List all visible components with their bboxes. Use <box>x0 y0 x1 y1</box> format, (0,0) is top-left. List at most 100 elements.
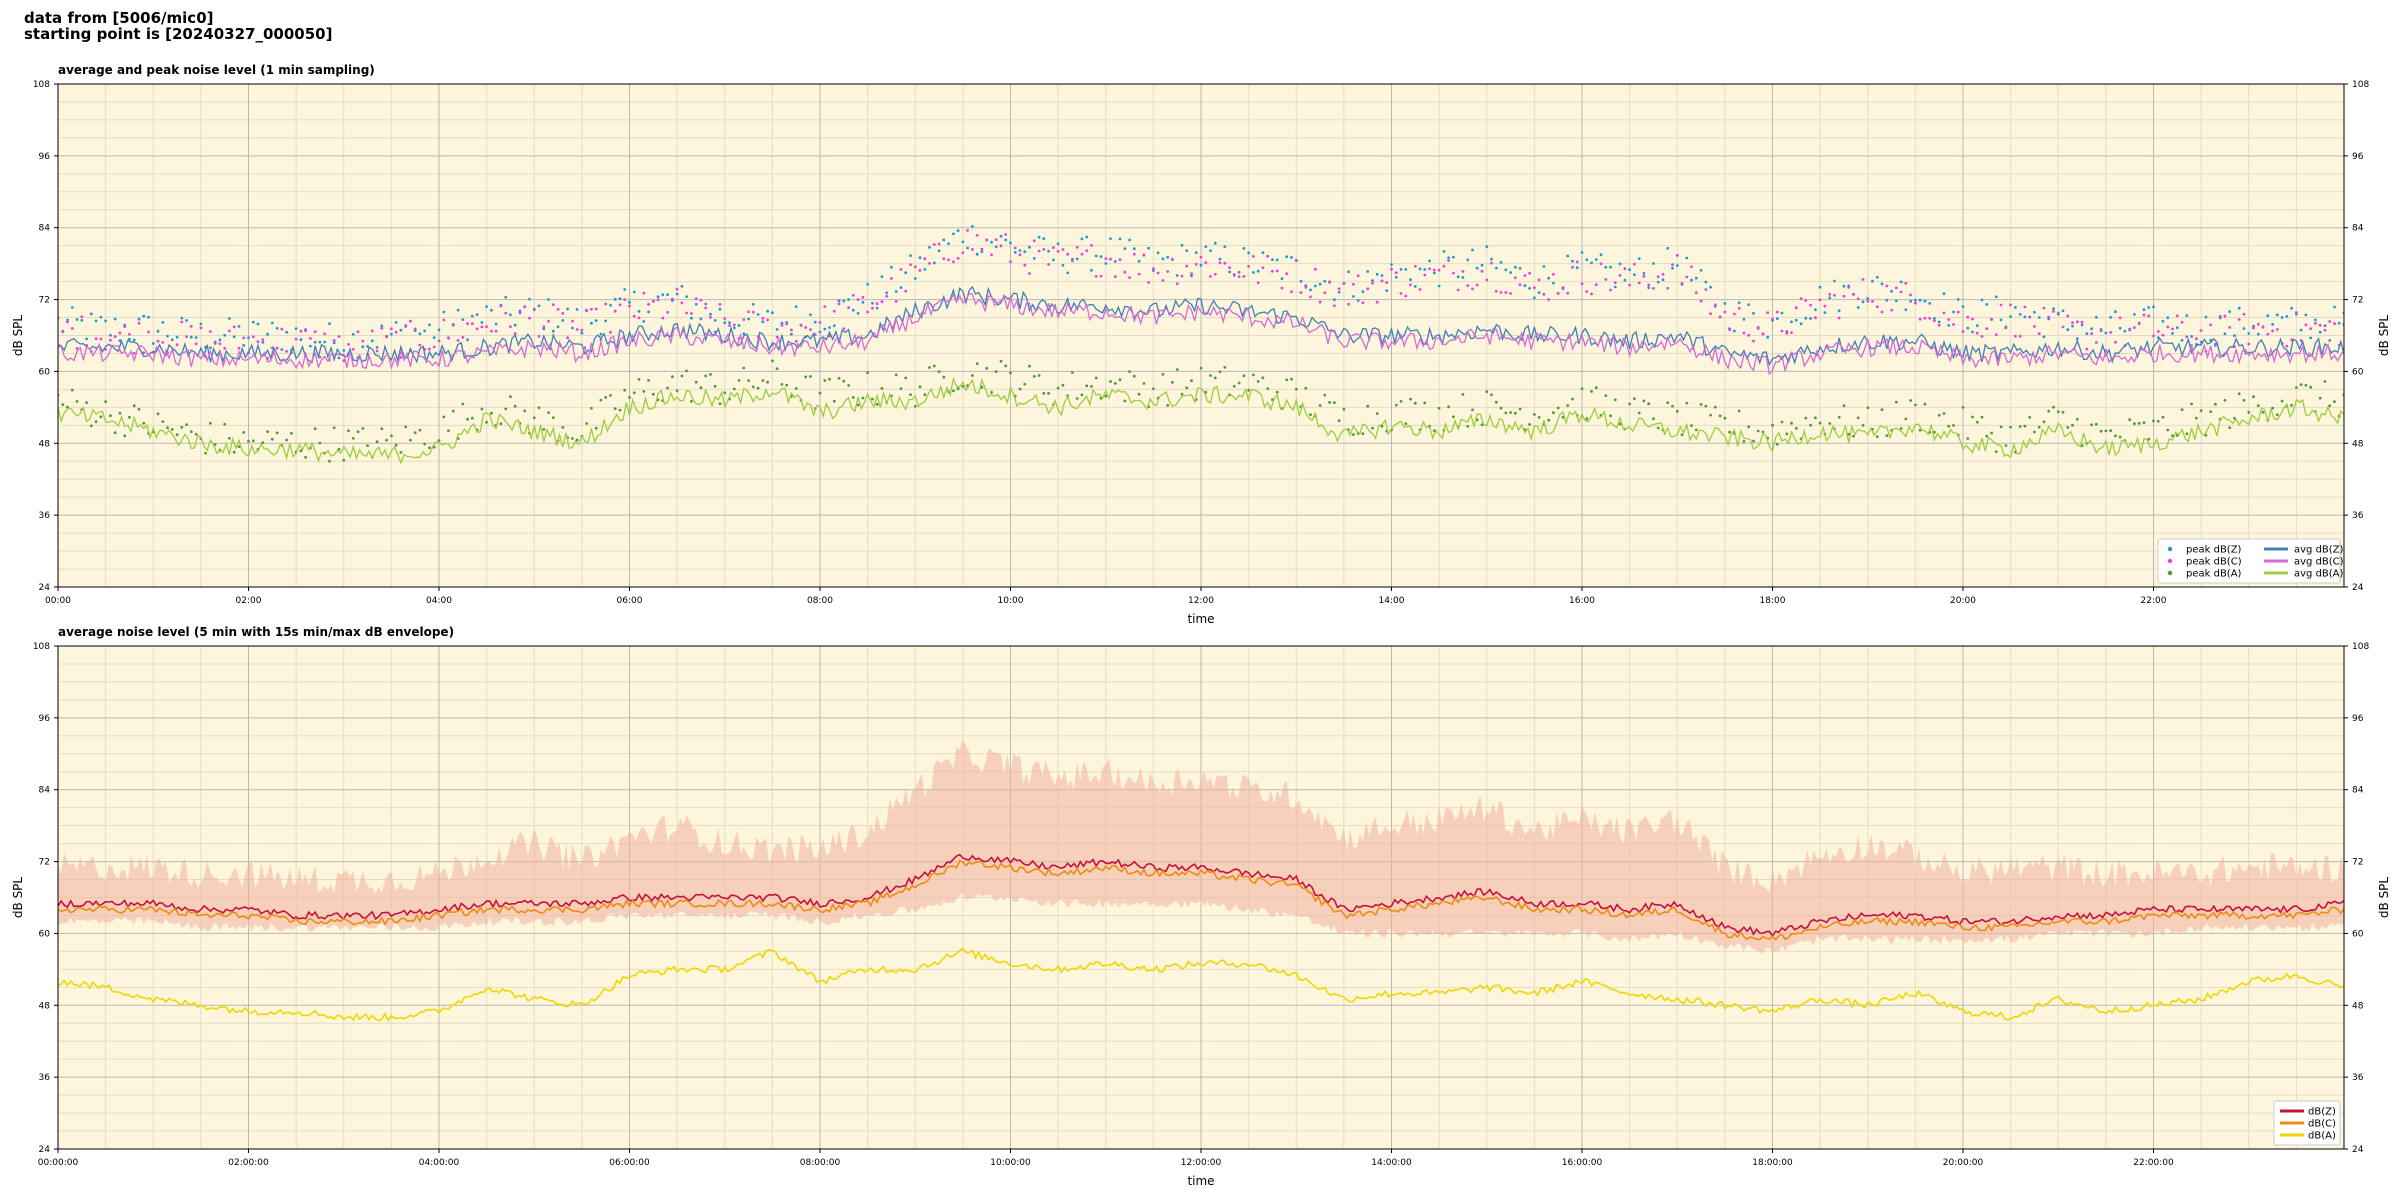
point <box>2314 321 2317 325</box>
point <box>547 319 550 323</box>
point <box>1166 403 1170 407</box>
point <box>2047 315 2051 319</box>
point <box>247 336 250 340</box>
point <box>2237 306 2241 310</box>
point <box>1856 297 1860 301</box>
point <box>1175 274 1179 277</box>
point <box>1004 233 1008 236</box>
point <box>909 263 912 267</box>
point <box>194 336 198 339</box>
point <box>1347 270 1350 274</box>
point <box>437 339 441 343</box>
point <box>1513 276 1517 280</box>
point <box>1671 404 1674 408</box>
point <box>261 341 265 344</box>
point <box>1194 262 1198 266</box>
point <box>1904 308 1908 312</box>
point <box>832 324 836 328</box>
point <box>1647 286 1651 289</box>
point <box>1904 281 1908 285</box>
point <box>2190 402 2194 406</box>
point <box>2033 430 2036 434</box>
point <box>418 332 422 336</box>
point <box>613 309 617 313</box>
point <box>2071 423 2074 427</box>
point <box>380 427 384 431</box>
point <box>980 385 984 389</box>
legend-label: peak dB(Z) <box>2186 545 2242 556</box>
point <box>113 335 117 338</box>
point <box>1080 393 1084 397</box>
point <box>1190 379 1193 383</box>
x-axis-label: time <box>1187 612 1214 626</box>
starting-point-label: starting point is [20240327_000050] <box>24 25 333 43</box>
point <box>1961 406 1965 409</box>
point <box>2009 303 2012 307</box>
point <box>1452 415 1455 419</box>
point <box>2290 306 2294 310</box>
point <box>1266 387 1270 390</box>
point <box>1385 281 1389 284</box>
point <box>1599 253 1603 257</box>
point <box>699 317 703 321</box>
point <box>1899 290 1903 294</box>
point <box>2090 423 2094 427</box>
point <box>89 312 93 316</box>
ytick-label: 24 <box>39 1145 51 1155</box>
point <box>1766 311 1770 315</box>
point <box>309 344 312 348</box>
point <box>537 406 541 410</box>
point <box>1237 381 1241 385</box>
point <box>709 316 712 319</box>
point <box>2266 314 2270 318</box>
point <box>1142 253 1146 257</box>
point <box>666 310 669 314</box>
point <box>942 238 946 242</box>
ytick-label-right: 84 <box>2352 786 2364 796</box>
point <box>761 316 765 320</box>
xtick-label: 22:00:00 <box>2133 1158 2174 1168</box>
point <box>109 414 112 418</box>
point <box>685 311 688 315</box>
point <box>242 336 246 340</box>
point <box>1333 401 1336 404</box>
point <box>1661 272 1665 276</box>
point <box>313 340 317 344</box>
point <box>199 322 203 326</box>
point <box>1223 245 1227 249</box>
point <box>1437 284 1441 288</box>
point <box>909 393 912 396</box>
point <box>2104 331 2108 335</box>
point <box>2252 326 2255 330</box>
point <box>2056 311 2060 315</box>
point <box>1366 270 1370 273</box>
point <box>2066 314 2070 318</box>
point <box>361 345 365 349</box>
point <box>651 299 655 303</box>
series-line-db-a <box>58 947 2344 1022</box>
point <box>1094 376 1098 380</box>
point <box>2009 315 2012 318</box>
point <box>1814 316 1817 320</box>
point <box>780 324 784 327</box>
point <box>875 403 879 406</box>
point <box>2314 318 2317 322</box>
point <box>842 299 846 303</box>
point <box>2223 332 2227 336</box>
point <box>1828 422 1832 425</box>
point <box>1975 420 1979 424</box>
point <box>2156 336 2160 339</box>
point <box>1771 317 1774 321</box>
point <box>1409 283 1412 287</box>
point <box>2133 422 2136 426</box>
point <box>975 252 979 256</box>
point <box>1418 267 1422 271</box>
point <box>1609 265 1612 269</box>
point <box>2023 305 2027 309</box>
point <box>1452 271 1455 275</box>
point <box>1490 257 1493 261</box>
point <box>1947 318 1951 321</box>
point <box>1085 384 1089 388</box>
point <box>813 320 817 324</box>
point <box>1756 326 1760 329</box>
